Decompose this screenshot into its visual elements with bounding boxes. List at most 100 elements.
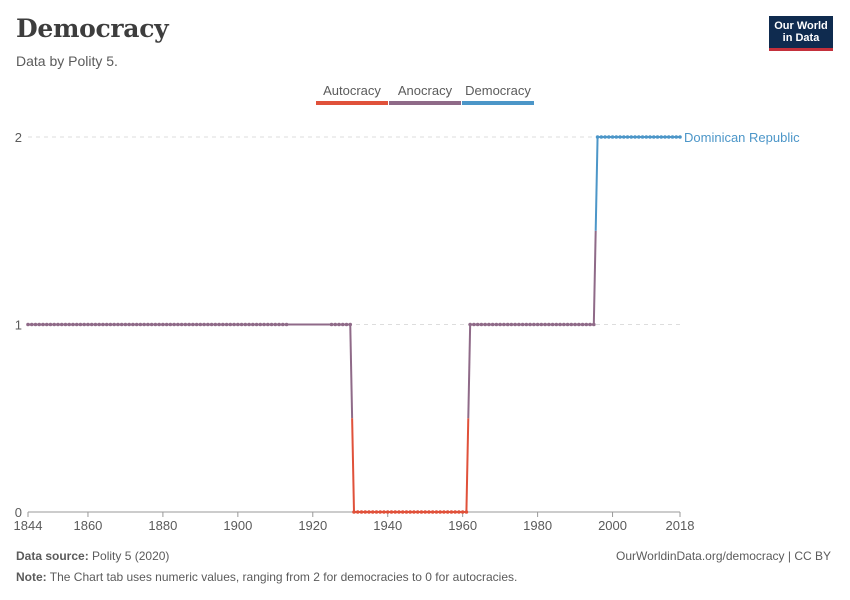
data-point — [202, 322, 206, 327]
data-point — [472, 322, 476, 327]
data-point — [239, 322, 244, 327]
legend-swatch[interactable] — [316, 101, 388, 105]
data-point — [333, 322, 338, 327]
series-labels: Dominican Republic — [684, 130, 800, 145]
owid-logo[interactable]: Our World in Data — [769, 16, 833, 51]
data-point — [498, 322, 502, 327]
chart-title: Democracy — [16, 14, 169, 43]
x-tick-label: 1844 — [14, 518, 43, 533]
data-point — [254, 322, 259, 327]
data-point — [614, 135, 619, 139]
data-point — [97, 322, 101, 327]
data-point — [674, 135, 679, 139]
data-point — [442, 510, 446, 514]
data-point — [213, 322, 218, 327]
data-point — [565, 322, 570, 327]
data-point — [378, 510, 383, 514]
data-point — [209, 322, 214, 327]
x-tick-label: 1940 — [373, 518, 402, 533]
x-tick-label: 1920 — [298, 518, 327, 533]
data-point — [157, 322, 161, 327]
data-point — [187, 322, 191, 327]
data-point — [397, 510, 401, 514]
data-point — [618, 135, 622, 139]
data-point — [348, 322, 353, 327]
data-point — [277, 322, 281, 327]
data-point — [543, 322, 547, 327]
data-point — [483, 322, 487, 327]
data-point — [153, 322, 158, 327]
legend[interactable]: Autocracy Anocracy Democracy — [316, 83, 534, 105]
source-value[interactable]: Polity 5 (2020) — [92, 549, 170, 563]
data-point — [460, 510, 465, 514]
data-point — [355, 510, 360, 514]
data-point — [146, 322, 150, 327]
data-point — [191, 322, 195, 327]
legend-label[interactable]: Autocracy — [323, 83, 381, 98]
data-point — [142, 322, 146, 327]
data-point — [438, 510, 442, 514]
data-point — [134, 322, 139, 327]
legend-label[interactable]: Anocracy — [398, 83, 453, 98]
data-point — [427, 510, 431, 514]
data-point — [112, 322, 116, 327]
legend-swatch[interactable] — [462, 101, 534, 105]
data-point — [329, 322, 334, 327]
data-point — [74, 322, 79, 327]
data-point — [595, 135, 600, 139]
data-point — [651, 135, 656, 139]
x-tick-label: 1880 — [148, 518, 177, 533]
data-point — [528, 322, 532, 327]
data-point — [183, 322, 188, 327]
data-point — [382, 510, 386, 514]
data-point — [59, 322, 64, 327]
data-point — [228, 322, 233, 327]
data-point — [430, 510, 435, 514]
note-value: The Chart tab uses numeric values, rangi… — [49, 570, 518, 584]
data-point — [445, 510, 450, 514]
series-segment[interactable] — [349, 324, 354, 419]
data-point — [101, 322, 105, 327]
series-segment[interactable] — [467, 324, 472, 419]
data-point — [138, 322, 143, 327]
data-point — [168, 322, 173, 327]
data-point — [236, 322, 240, 327]
data-point — [359, 510, 364, 514]
data-point — [363, 510, 368, 514]
series-segment[interactable] — [351, 418, 355, 513]
data-point — [449, 510, 454, 514]
series-lines[interactable] — [28, 136, 680, 513]
data-point — [663, 135, 667, 139]
series-segment[interactable] — [592, 230, 597, 325]
data-point — [194, 322, 199, 327]
legend-label[interactable]: Democracy — [465, 83, 531, 98]
series-segment[interactable] — [465, 418, 470, 513]
data-point — [82, 322, 87, 327]
data-point — [588, 322, 592, 327]
source-label: Data source: — [16, 549, 89, 563]
data-source: Data source: Polity 5 (2020) — [16, 549, 169, 563]
chart-note: Note: The Chart tab uses numeric values,… — [16, 570, 517, 584]
data-point — [337, 322, 341, 327]
data-point — [666, 135, 671, 139]
data-point — [258, 322, 263, 327]
data-point — [172, 322, 176, 327]
legend-swatch[interactable] — [389, 101, 461, 105]
data-point — [423, 510, 427, 514]
data-point — [393, 510, 398, 514]
data-point — [179, 322, 184, 327]
data-point — [266, 322, 270, 327]
citation-link[interactable]: OurWorldinData.org/democracy | CC BY — [616, 549, 831, 563]
data-point — [517, 322, 521, 327]
data-point — [284, 322, 289, 327]
data-point — [494, 322, 499, 327]
y-tick-label: 0 — [15, 505, 22, 520]
data-point — [26, 322, 30, 327]
data-point — [33, 322, 38, 327]
data-point — [502, 322, 506, 327]
data-point — [41, 322, 45, 327]
note-label: Note: — [16, 570, 47, 584]
series-segment[interactable] — [594, 136, 599, 231]
data-point — [655, 135, 660, 139]
data-point — [206, 322, 210, 327]
